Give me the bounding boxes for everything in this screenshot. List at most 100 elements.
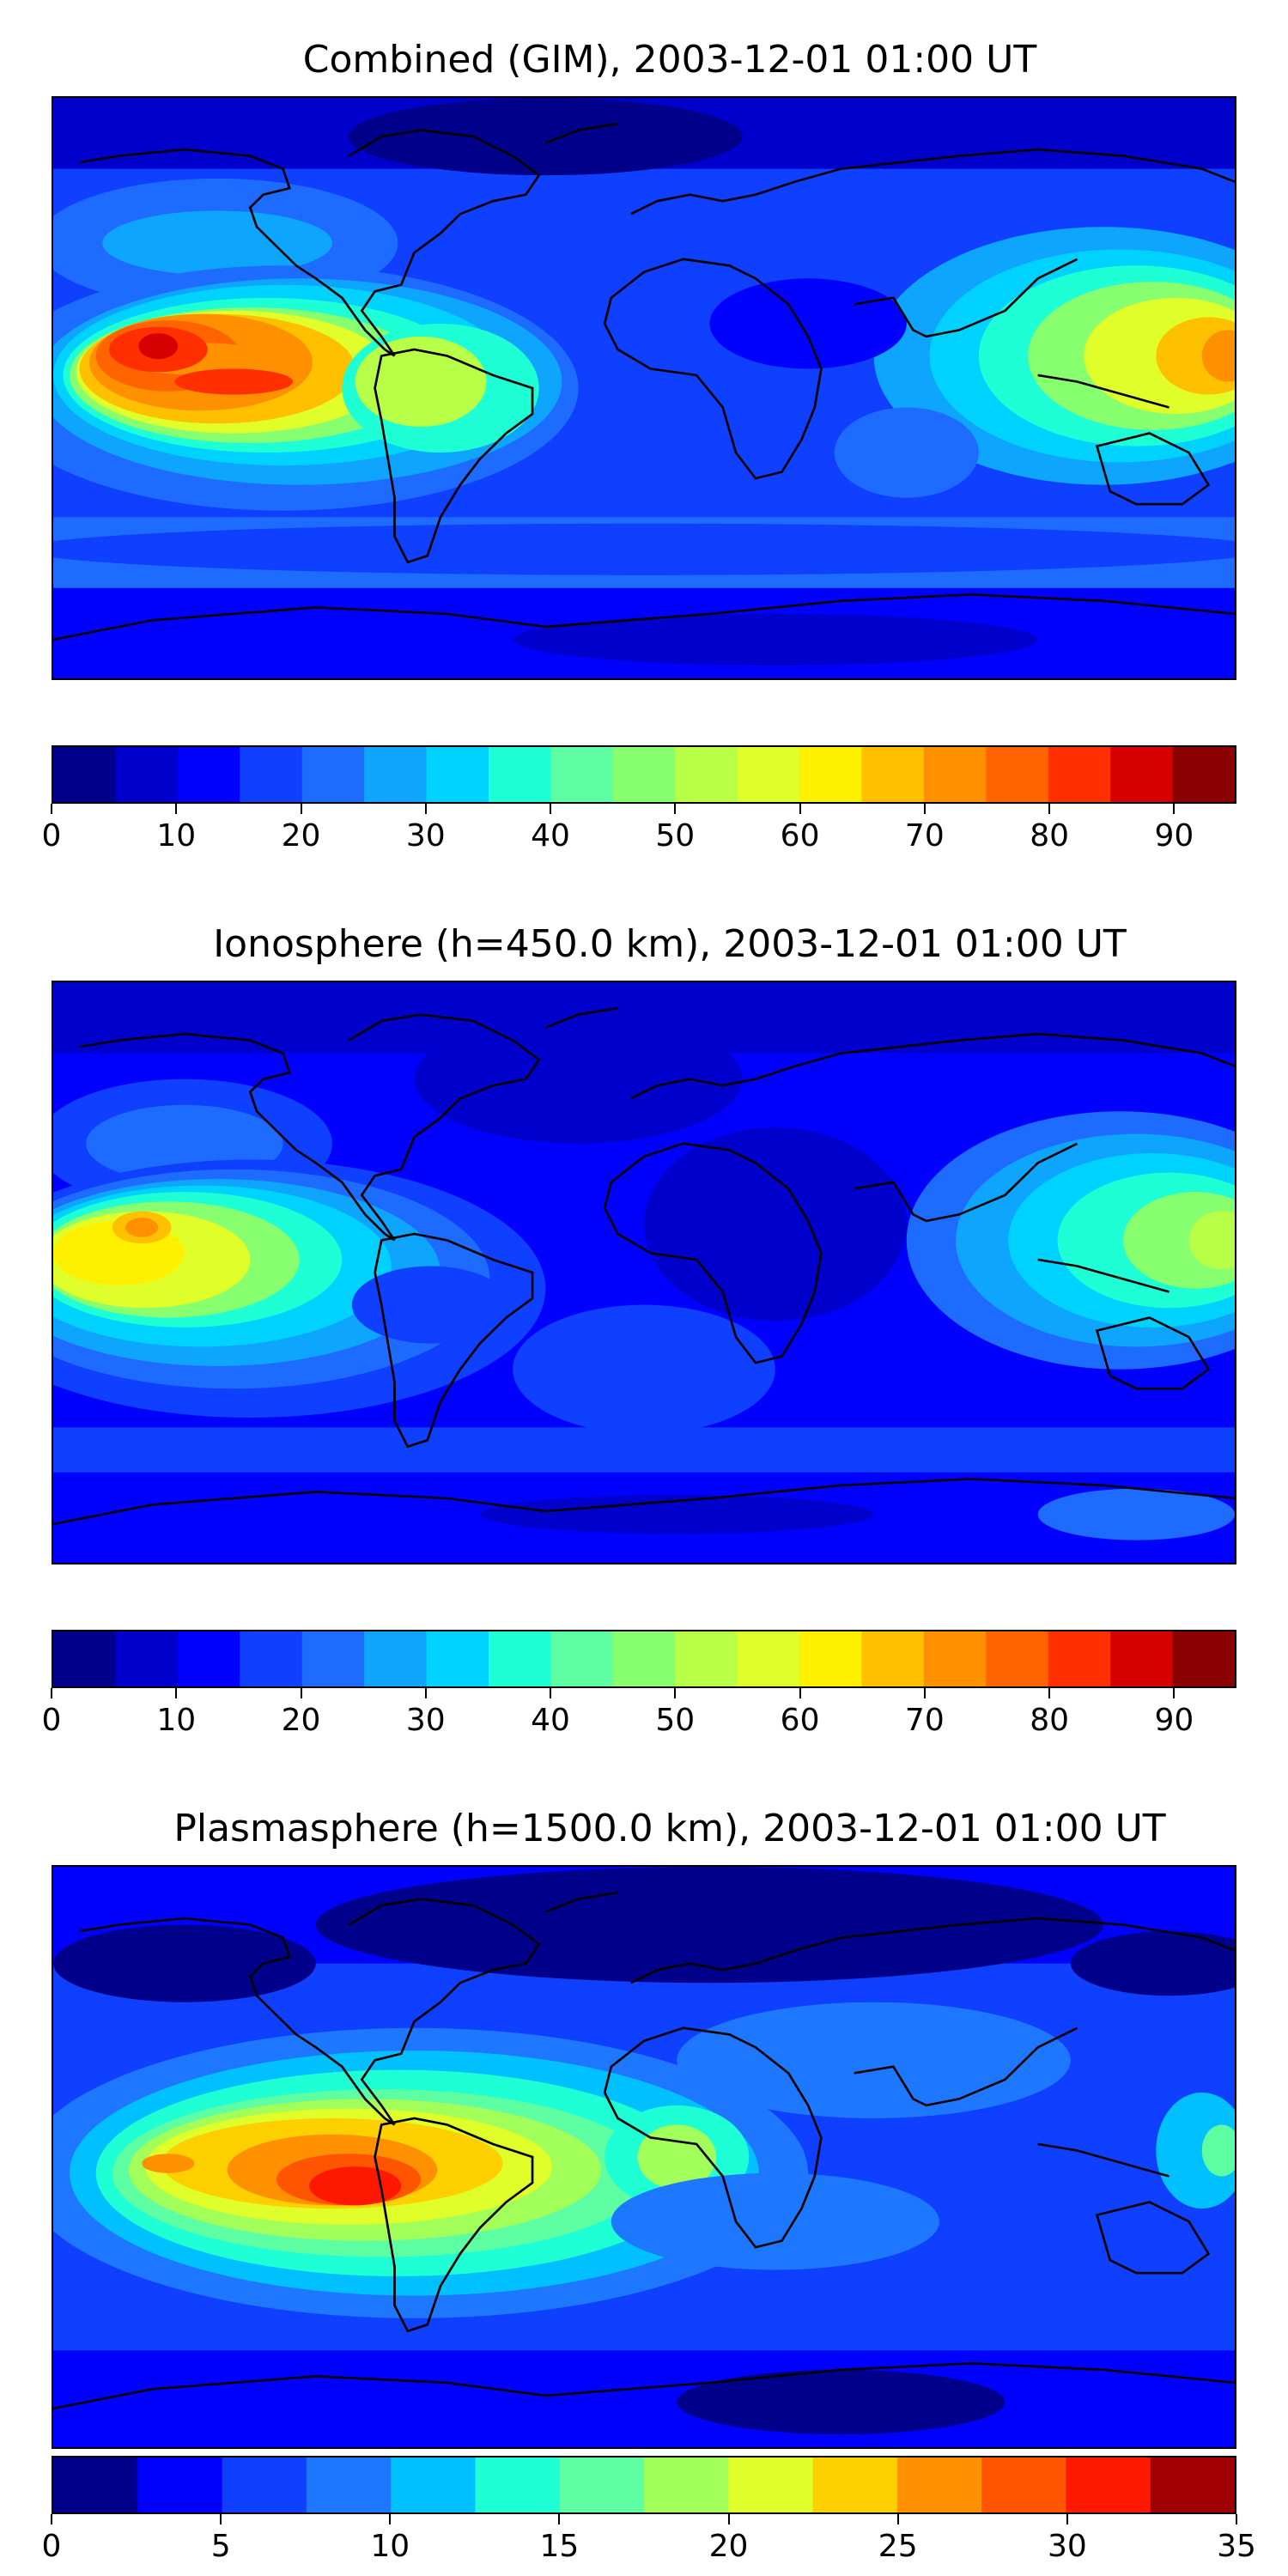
colorbar-tick-label: 0 [41,1703,62,1738]
colorbar-segment [1048,747,1111,802]
colorbar-segment [1110,747,1174,802]
colorbar-tick-label: 0 [41,2529,62,2564]
colorbar-segment [240,1631,303,1686]
colorbar-ticks-plasmasphere: 0 5 10 15 20 25 30 35 [42,2514,1256,2566]
colorbar-tick [558,2514,561,2524]
colorbar-segment [1150,2458,1235,2512]
colorbar-tick [1066,2514,1068,2524]
colorbar-tick [51,804,52,814]
colorbar-segment [177,1631,240,1686]
colorbar-tick-label: 40 [531,818,570,854]
colorbar-plasmasphere [52,2456,1236,2514]
colorbar-tick [51,1688,52,1698]
colorbar-tick [1173,804,1176,814]
colorbar-segment [115,747,179,802]
colorbar-tick [51,2514,52,2524]
colorbar-tick-label: 20 [708,2529,749,2564]
colorbar-segment [301,1631,365,1686]
map-combined-svg [53,98,1235,678]
coastlines [53,1006,1235,1526]
colorbar-ionosphere [52,1630,1236,1688]
colorbar-segment [1048,1631,1111,1686]
colorbar-tick-label: 10 [156,818,197,854]
colorbar-tick-label: 30 [405,818,446,854]
colorbar-segment [177,747,240,802]
colorbar-tick-label: 15 [539,2529,580,2564]
field-contours [53,98,1235,678]
map-ionosphere [52,981,1236,1564]
field-contours [53,1867,1235,2447]
colorbar-tick [674,1688,677,1698]
colorbar-segment [986,747,1049,802]
colorbar-segment [53,2458,138,2512]
colorbar-segment [488,747,552,802]
colorbar-segment [550,1631,614,1686]
colorbar-tick [896,2514,899,2524]
colorbar-segment [115,1631,179,1686]
colorbar-segment [612,1631,676,1686]
colorbar-tick [424,804,427,814]
colorbar-segment [1172,1631,1235,1686]
colorbar-ionosphere-svg [53,1631,1235,1686]
colorbar-segment [799,747,863,802]
colorbar-tick [389,2514,392,2524]
colorbar-segment [137,2458,223,2512]
coastlines [53,1891,1235,2410]
colorbar-tick [550,804,552,814]
colorbar-segment [737,1631,800,1686]
colorbar-segment [391,2458,477,2512]
colorbar-tick-label: 0 [41,818,62,854]
colorbar-segment [559,2458,645,2512]
map-plasmasphere-svg [53,1867,1235,2447]
map-ionosphere-svg [53,982,1235,1563]
colorbar-tick-label: 10 [370,2529,410,2564]
colorbar-segment [675,1631,738,1686]
colorbar-segment [675,747,738,802]
colorbar-tick [424,1688,427,1698]
colorbar-segment [981,2458,1067,2512]
colorbar-segment [612,747,676,802]
colorbar-tick-label: 60 [780,1703,820,1738]
colorbar-segment [923,1631,987,1686]
colorbar-segment [644,2458,729,2512]
colorbar-segment [364,747,428,802]
colorbar-segment [728,2458,814,2512]
colorbar-combined [52,745,1236,804]
colorbar-tick [175,1688,178,1698]
colorbar-segment [426,1631,489,1686]
colorbar-tick-label: 20 [281,818,321,854]
colorbar-segment [799,1631,863,1686]
panel-title-combined: Combined (GIM), 2003-12-01 01:00 UT [302,38,1037,82]
colorbar-tick [799,1688,801,1698]
colorbar-segment [986,1631,1049,1686]
colorbar-tick-label: 70 [904,818,945,854]
field-contours [53,982,1235,1563]
colorbar-tick-label: 20 [281,1703,321,1738]
colorbar-ticks-ionosphere: 0 10 20 30 40 50 60 70 80 90 [42,1688,1236,1740]
map-plasmasphere [52,1865,1236,2449]
colorbar-tick-label: 10 [156,1703,197,1738]
colorbar-tick-label: 80 [1030,818,1069,854]
colorbar-tick [1173,1688,1176,1698]
colorbar-tick-label: 35 [1217,2529,1256,2564]
colorbar-tick-label: 60 [780,818,820,854]
colorbar-segment [861,1631,925,1686]
colorbar-tick [300,804,302,814]
colorbar-tick-label: 30 [405,1703,446,1738]
colorbar-tick [175,804,178,814]
colorbar-ticks-combined: 0 10 20 30 40 50 60 70 80 90 [42,804,1236,855]
colorbar-tick-label: 50 [655,1703,696,1738]
colorbar-segment [488,1631,552,1686]
colorbar-segment [896,2458,982,2512]
colorbar-segment [737,747,800,802]
colorbar-tick-label: 50 [655,818,696,854]
colorbar-tick [1048,1688,1051,1698]
colorbar-tick-label: 40 [531,1703,570,1738]
colorbar-segment [301,747,365,802]
colorbar-segment [861,747,925,802]
colorbar-tick [300,1688,302,1698]
colorbar-segment [53,747,117,802]
colorbar-tick-label: 90 [1154,1703,1194,1738]
colorbar-tick [1048,804,1051,814]
colorbar-segment [812,2458,898,2512]
